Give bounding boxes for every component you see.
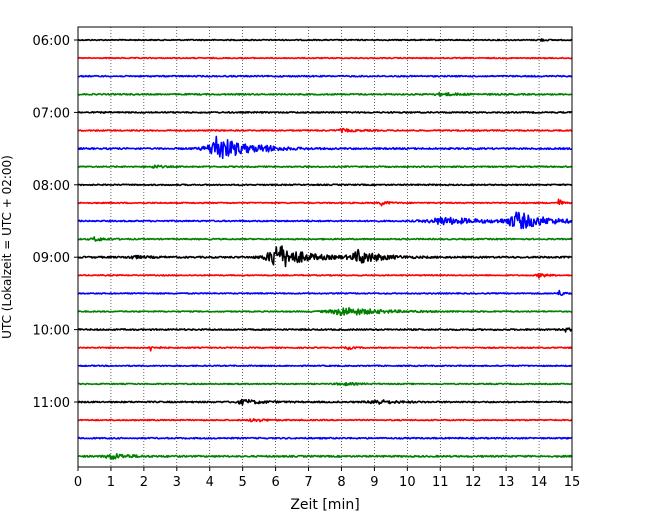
x-tick-label: 11 [432,475,449,490]
y-tick-label: 11:00 [33,396,70,411]
y-tick-label: 08:00 [33,179,70,194]
x-tick-label: 0 [74,475,82,490]
trace-0945 [77,307,573,317]
x-tick-label: 13 [498,475,515,490]
x-tick-label: 8 [337,475,345,490]
y-axis-title: UTC (Lokalzeit = UTC + 02:00) [0,155,14,339]
x-tick-label: 14 [531,475,548,490]
trace-1045 [77,381,573,387]
trace-1130 [77,436,573,440]
trace-0900 [77,245,573,268]
trace-0630 [77,74,573,78]
trace-0645 [77,91,573,97]
trace-1115 [77,418,573,423]
plot-frame [77,26,573,468]
trace-0915 [77,273,573,279]
trace-0845 [77,236,573,242]
x-axis-title: Zeit [min] [290,497,359,513]
y-tick-label: 06:00 [33,34,70,49]
y-tick-label: 09:00 [33,251,70,266]
y-tick-label: 07:00 [33,106,70,121]
trace-0830 [77,211,573,230]
x-tick-label: 1 [107,475,115,490]
x-tick-label: 3 [173,475,181,490]
trace-0745 [77,164,573,169]
trace-0800 [77,183,573,187]
trace-1100 [77,398,573,406]
trace-0600 [77,38,573,42]
y-tick-label: 10:00 [33,324,70,339]
trace-1015 [77,346,573,352]
trace-0715 [77,127,573,134]
x-tick-label: 10 [399,475,416,490]
x-tick-label: 9 [370,475,378,490]
x-tick-label: 12 [465,475,482,490]
trace-1030 [77,364,573,368]
trace-1000 [77,327,573,333]
trace-0730 [77,135,573,160]
trace-0930 [77,289,573,296]
trace-1145 [77,453,573,460]
x-tick-label: 7 [304,475,312,490]
x-tick-label: 4 [206,475,214,490]
trace-0615 [77,56,573,60]
x-tick-label: 2 [140,475,148,490]
x-tick-label: 6 [271,475,279,490]
x-tick-label: 5 [239,475,247,490]
trace-0815 [77,198,573,207]
trace-0700 [77,111,573,114]
x-tick-label: 15 [564,475,581,490]
